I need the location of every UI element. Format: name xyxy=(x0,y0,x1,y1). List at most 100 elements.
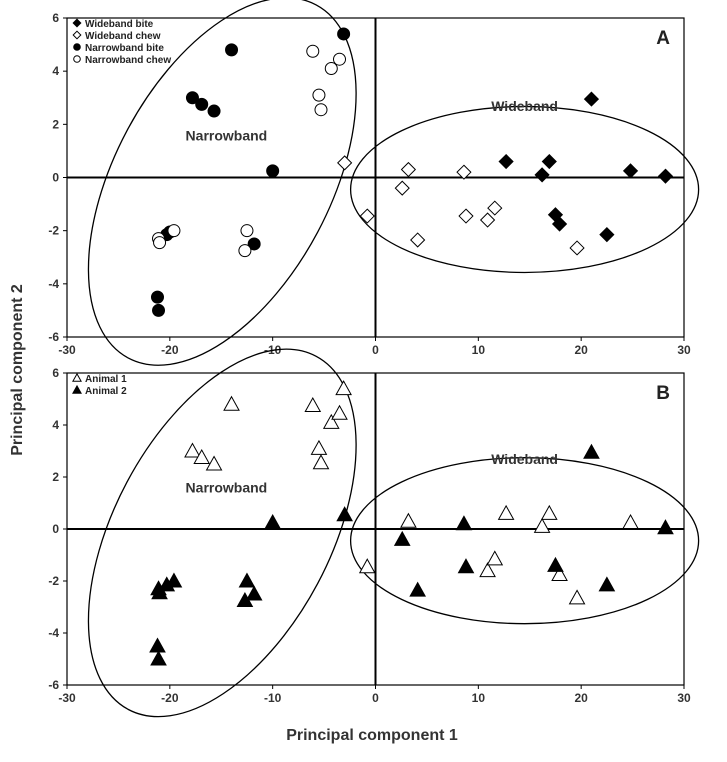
y-tick-label: 0 xyxy=(52,522,59,536)
data-point xyxy=(541,153,557,170)
x-axis-label: Principal component 1 xyxy=(286,727,458,744)
data-point xyxy=(622,513,639,529)
data-point xyxy=(551,565,568,581)
y-tick-label: -2 xyxy=(48,224,59,238)
legend-entry: Animal 2 xyxy=(85,386,127,397)
data-point xyxy=(312,454,330,470)
legend-marker xyxy=(73,43,81,51)
y-tick-label: -6 xyxy=(48,330,59,344)
data-point xyxy=(457,558,475,574)
data-point xyxy=(150,650,167,666)
y-tick-label: 4 xyxy=(52,418,59,432)
data-point xyxy=(393,530,411,546)
y-tick-label: 6 xyxy=(52,11,59,25)
data-point xyxy=(410,232,426,248)
y-tick-label: 4 xyxy=(52,64,59,78)
y-tick-label: -6 xyxy=(48,678,59,692)
x-tick-label: -20 xyxy=(161,691,179,705)
data-point xyxy=(337,27,351,41)
data-point xyxy=(551,216,568,232)
x-tick-label: 10 xyxy=(472,691,486,705)
y-tick-label: -4 xyxy=(48,626,59,640)
cluster-ellipse xyxy=(349,457,700,625)
data-point xyxy=(486,550,504,566)
legend-marker xyxy=(72,30,82,40)
panel-a: -30 -20 -10 0 10 20 30-6-4-20246NarrowbandWide… xyxy=(48,0,700,366)
data-point xyxy=(310,439,328,455)
data-point xyxy=(622,163,639,179)
data-point xyxy=(193,448,211,464)
data-point xyxy=(394,180,410,196)
data-point xyxy=(333,52,347,66)
data-point xyxy=(205,455,223,471)
data-point xyxy=(400,161,417,178)
data-point xyxy=(547,556,564,572)
legend-entry: Narrowband chew xyxy=(85,55,171,66)
cluster-ellipse xyxy=(87,0,357,366)
data-point xyxy=(304,396,322,412)
data-point xyxy=(479,212,496,228)
data-point xyxy=(568,589,586,605)
x-tick-label: -30 xyxy=(58,343,76,357)
cluster-label: Narrowband xyxy=(186,127,268,143)
data-point xyxy=(583,91,600,107)
x-tick-label: 20 xyxy=(574,691,588,705)
data-point xyxy=(185,91,199,105)
data-point xyxy=(400,512,417,528)
data-point xyxy=(409,581,427,597)
data-point xyxy=(264,513,282,529)
x-tick-label: 0 xyxy=(372,343,379,357)
panel-label: A xyxy=(656,28,670,49)
data-point xyxy=(324,62,338,76)
data-point xyxy=(322,413,340,429)
data-point xyxy=(238,572,256,588)
x-tick-label: 20 xyxy=(574,343,588,357)
legend-marker xyxy=(72,372,82,382)
data-point xyxy=(238,244,252,258)
x-tick-label: -10 xyxy=(264,691,282,705)
y-tick-label: -4 xyxy=(48,277,59,291)
data-point xyxy=(498,153,514,170)
data-point xyxy=(225,43,239,57)
y-tick-label: 2 xyxy=(52,470,59,484)
data-point xyxy=(245,585,263,601)
y-tick-label: 0 xyxy=(52,171,59,185)
data-point xyxy=(358,558,376,574)
data-point xyxy=(312,88,326,102)
legend-marker xyxy=(72,384,82,394)
cluster-label: Narrowband xyxy=(186,480,268,496)
y-axis-label: Principal component 2 xyxy=(9,284,26,456)
cluster-label: Wideband xyxy=(491,98,558,114)
data-point xyxy=(184,442,201,458)
data-point xyxy=(336,506,353,522)
data-point xyxy=(359,208,375,224)
data-point xyxy=(149,637,166,653)
y-tick-label: -2 xyxy=(48,574,59,588)
data-point xyxy=(151,584,168,600)
data-point xyxy=(331,404,348,420)
cluster-ellipse xyxy=(349,105,700,274)
data-point xyxy=(165,572,183,588)
data-point xyxy=(583,443,600,459)
x-tick-label: -20 xyxy=(161,343,179,357)
data-point xyxy=(456,164,472,180)
data-point xyxy=(533,517,551,533)
data-point xyxy=(599,227,615,243)
data-point xyxy=(240,224,254,238)
data-point xyxy=(153,236,167,250)
data-point xyxy=(458,208,474,224)
data-point xyxy=(487,200,503,216)
data-point xyxy=(150,290,164,304)
cluster-label: Wideband xyxy=(491,451,558,467)
data-point xyxy=(598,576,616,592)
data-point xyxy=(314,103,328,117)
data-point xyxy=(266,164,280,178)
legend-marker xyxy=(73,55,81,63)
legend-entry: Wideband chew xyxy=(85,31,161,42)
data-point xyxy=(657,168,674,184)
panel-label: B xyxy=(656,383,670,404)
y-tick-label: 2 xyxy=(52,117,59,131)
data-point xyxy=(497,504,515,520)
